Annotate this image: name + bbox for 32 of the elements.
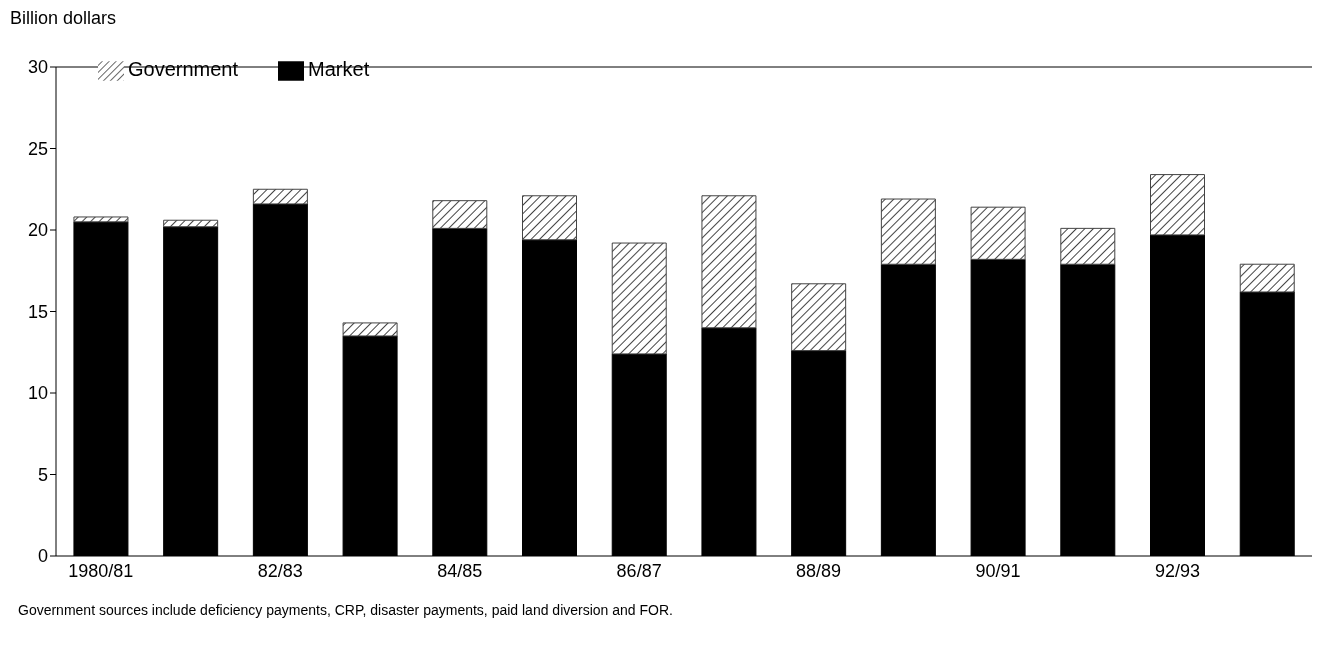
- bar: [73, 216, 129, 223]
- bar: [342, 322, 398, 337]
- y-tick-label: 30: [27, 57, 48, 78]
- bar: [970, 206, 1026, 260]
- y-tick-label: 20: [27, 220, 48, 241]
- bar: [522, 195, 578, 241]
- legend-label: Market: [308, 58, 370, 81]
- x-tick-label: 84/85: [437, 560, 483, 581]
- y-tick-label: 0: [37, 546, 48, 567]
- legend-label: Government: [128, 58, 239, 81]
- bar: [432, 200, 488, 229]
- x-tick-label: 86/87: [616, 560, 662, 581]
- bar: [163, 219, 219, 228]
- bar: [791, 283, 847, 352]
- y-tick-label: 25: [27, 138, 48, 159]
- x-tick-label: 90/91: [975, 560, 1021, 581]
- bar: [1060, 227, 1116, 265]
- bar: [611, 242, 667, 355]
- bar: [701, 195, 757, 329]
- y-tick-label: 10: [27, 383, 48, 404]
- bar: [252, 188, 308, 205]
- y-tick-label: 5: [37, 464, 48, 485]
- y-tick-label: 15: [27, 301, 48, 322]
- bar: [1150, 174, 1206, 236]
- x-tick-label: 92/93: [1154, 560, 1200, 581]
- bar: [1239, 263, 1295, 293]
- text: Government sources include deficiency payments, CRP, disaster payments, paid land diversion and FOR.: [18, 602, 674, 618]
- x-tick-label: 82/83: [257, 560, 303, 581]
- bar: [880, 198, 936, 265]
- y-axis-title: Billion dollars: [10, 8, 118, 30]
- x-tick-label: 88/89: [796, 560, 842, 581]
- x-tick-label: 1980/81: [68, 560, 134, 581]
